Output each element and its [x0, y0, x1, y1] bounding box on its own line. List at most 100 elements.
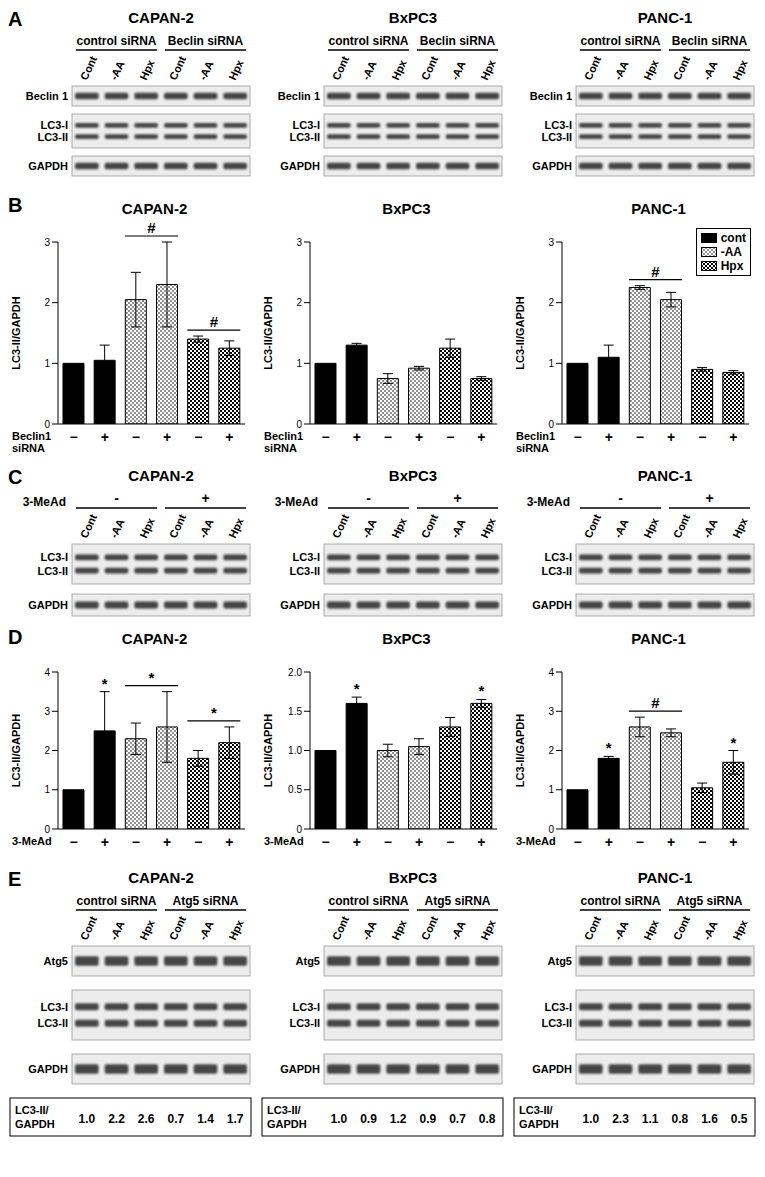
svg-text:Atg5: Atg5 — [548, 955, 572, 967]
svg-text:+: + — [729, 429, 737, 445]
svg-text:1.0: 1.0 — [78, 1112, 95, 1126]
svg-text:3-MeAd: 3-MeAd — [23, 495, 66, 509]
svg-text:-AA: -AA — [448, 919, 467, 942]
svg-text:BxPC3: BxPC3 — [389, 9, 437, 26]
svg-text:1.5: 1.5 — [288, 706, 302, 717]
svg-text:control siRNA: control siRNA — [580, 894, 660, 908]
svg-text:3: 3 — [44, 706, 50, 717]
svg-text:Cont: Cont — [167, 512, 189, 540]
svg-text:*: * — [102, 675, 108, 692]
svg-text:LC3-I: LC3-I — [545, 551, 573, 563]
svg-text:PANC-1: PANC-1 — [638, 467, 693, 484]
svg-text:-AA: -AA — [700, 919, 719, 942]
svg-text:1.0: 1.0 — [582, 1112, 599, 1126]
svg-text:+: + — [101, 429, 109, 445]
svg-text:+: + — [415, 429, 423, 445]
svg-text:1: 1 — [548, 784, 554, 795]
svg-text:2: 2 — [548, 745, 554, 756]
svg-text:-AA: -AA — [611, 59, 630, 82]
svg-text:*: * — [606, 739, 612, 756]
svg-text:-AA: -AA — [611, 919, 630, 942]
svg-text:LC3-II/GAPDH: LC3-II/GAPDH — [514, 714, 526, 787]
svg-text:Hpx: Hpx — [478, 57, 498, 82]
svg-text:1.4: 1.4 — [197, 1112, 214, 1126]
svg-text:-AA: -AA — [700, 517, 719, 540]
svg-text:1.6: 1.6 — [701, 1112, 718, 1126]
svg-text:1: 1 — [548, 358, 554, 369]
svg-text:GAPDH: GAPDH — [28, 1063, 68, 1075]
svg-text:−: − — [698, 429, 706, 445]
svg-text:#: # — [651, 263, 660, 280]
svg-text:CAPAN-2: CAPAN-2 — [128, 467, 194, 484]
svg-text:Cont: Cont — [330, 54, 352, 82]
svg-text:1: 1 — [296, 358, 302, 369]
svg-text:0.5: 0.5 — [288, 784, 302, 795]
svg-text:+: + — [415, 834, 423, 850]
svg-text:3: 3 — [548, 237, 554, 248]
svg-text:Cont: Cont — [419, 512, 441, 540]
svg-text:GAPDH: GAPDH — [28, 160, 68, 172]
svg-text:siRNA: siRNA — [516, 442, 549, 454]
svg-text:*: * — [478, 682, 484, 699]
svg-text:Cont: Cont — [582, 512, 604, 540]
svg-text:GAPDH: GAPDH — [280, 1063, 320, 1075]
svg-text:LC3-I: LC3-I — [545, 1001, 573, 1013]
svg-text:+: + — [453, 490, 461, 506]
svg-text:Hpx: Hpx — [137, 917, 157, 942]
svg-text:GAPDH: GAPDH — [280, 160, 320, 172]
svg-text:Atg5 siRNA: Atg5 siRNA — [424, 894, 490, 908]
svg-text:Hpx: Hpx — [641, 515, 661, 540]
svg-text:Cont: Cont — [671, 512, 693, 540]
svg-text:Beclin 1: Beclin 1 — [26, 90, 68, 102]
svg-text:3: 3 — [296, 237, 302, 248]
svg-text:Beclin siRNA: Beclin siRNA — [168, 34, 244, 48]
svg-text:Hpx: Hpx — [478, 515, 498, 540]
svg-text:−: − — [573, 834, 581, 850]
svg-text:PANC-1: PANC-1 — [638, 9, 693, 26]
svg-text:GAPDH: GAPDH — [280, 599, 320, 611]
svg-text:LC3-I: LC3-I — [41, 1001, 69, 1013]
svg-text:-AA: -AA — [107, 59, 126, 82]
svg-text:GAPDH: GAPDH — [532, 1063, 572, 1075]
svg-text:3-MeAd: 3-MeAd — [275, 495, 318, 509]
svg-text:2: 2 — [44, 745, 50, 756]
svg-text:3-MeAd: 3-MeAd — [516, 835, 556, 847]
svg-text:LC3-II: LC3-II — [541, 131, 572, 143]
svg-text:-AA: -AA — [448, 59, 467, 82]
svg-text:LC3-II: LC3-II — [541, 1017, 572, 1029]
svg-text:+: + — [729, 834, 737, 850]
svg-text:Hpx: Hpx — [730, 515, 750, 540]
svg-text:Hpx: Hpx — [137, 57, 157, 82]
svg-text:-AA: -AA — [196, 59, 215, 82]
svg-text:−: − — [132, 834, 140, 850]
svg-text:-AA: -AA — [107, 919, 126, 942]
svg-text:CAPAN-2: CAPAN-2 — [128, 9, 194, 26]
svg-text:-AA: -AA — [107, 517, 126, 540]
svg-text:−: − — [384, 429, 392, 445]
svg-text:GAPDH: GAPDH — [15, 1118, 55, 1130]
svg-text:LC3-II/GAPDH: LC3-II/GAPDH — [262, 296, 274, 369]
svg-text:1.0: 1.0 — [288, 745, 302, 756]
svg-text:-AA: -AA — [611, 517, 630, 540]
svg-text:siRNA: siRNA — [264, 442, 297, 454]
svg-text:Cont: Cont — [671, 914, 693, 942]
svg-text:control siRNA: control siRNA — [328, 894, 408, 908]
svg-text:Cont: Cont — [78, 914, 100, 942]
svg-text:*: * — [211, 704, 217, 721]
svg-text:-AA: -AA — [196, 919, 215, 942]
svg-text:+: + — [667, 834, 675, 850]
svg-text:-AA: -AA — [359, 59, 378, 82]
svg-text:#: # — [147, 219, 156, 236]
svg-text:−: − — [69, 429, 77, 445]
svg-text:0.8: 0.8 — [671, 1112, 688, 1126]
svg-text:LC3-I: LC3-I — [41, 551, 69, 563]
svg-text:+: + — [605, 834, 613, 850]
svg-text:3-MeAd: 3-MeAd — [264, 835, 304, 847]
svg-text:1.2: 1.2 — [390, 1112, 407, 1126]
svg-text:1: 1 — [44, 358, 50, 369]
svg-text:Atg5: Atg5 — [44, 955, 68, 967]
svg-text:LC3-I: LC3-I — [545, 119, 573, 131]
svg-text:LC3-I: LC3-I — [293, 119, 321, 131]
svg-text:Hpx: Hpx — [226, 57, 246, 82]
svg-text:LC3-II: LC3-II — [37, 131, 68, 143]
